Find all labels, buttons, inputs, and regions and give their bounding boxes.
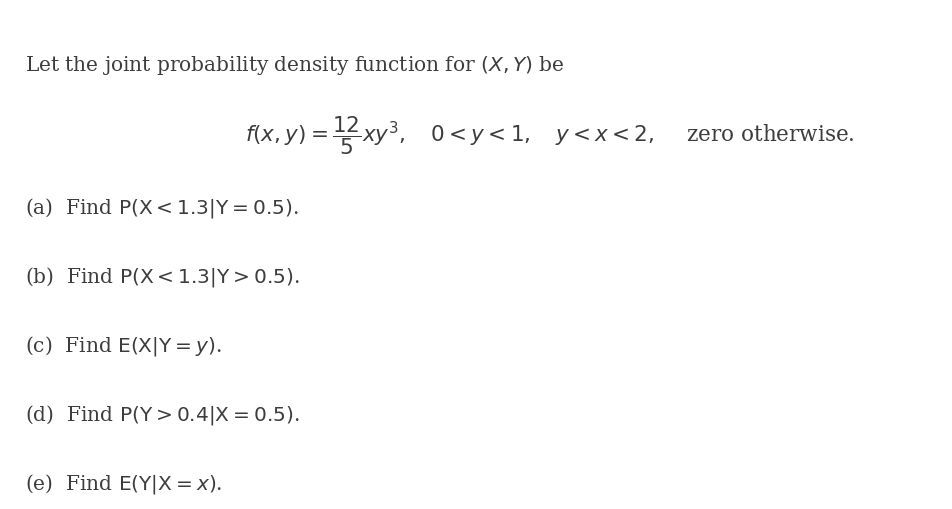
Text: Let the joint probability density function for $(X, Y)$ be: Let the joint probability density functi… [25,53,564,76]
Text: (b)  Find $\mathrm{P}(\mathrm{X} < 1.3|\mathrm{Y} > 0.5)$.: (b) Find $\mathrm{P}(\mathrm{X} < 1.3|\m… [25,265,299,289]
Text: (e)  Find $\mathrm{E}(\mathrm{Y}|\mathrm{X} = x)$.: (e) Find $\mathrm{E}(\mathrm{Y}|\mathrm{… [25,471,222,495]
Text: (d)  Find $\mathrm{P}(\mathrm{Y} > 0.4|\mathrm{X} = 0.5)$.: (d) Find $\mathrm{P}(\mathrm{Y} > 0.4|\m… [25,402,299,426]
Text: (c)  Find $\mathrm{E}(\mathrm{X}|\mathrm{Y} = y)$.: (c) Find $\mathrm{E}(\mathrm{X}|\mathrm{… [25,333,221,357]
Text: $f(x, y) = \dfrac{12}{5}xy^3, \quad 0 < y < 1, \quad y < x < 2, \quad$ zero othe: $f(x, y) = \dfrac{12}{5}xy^3, \quad 0 < … [245,115,854,157]
Text: (a)  Find $\mathrm{P}(\mathrm{X} < 1.3|\mathrm{Y} = 0.5)$.: (a) Find $\mathrm{P}(\mathrm{X} < 1.3|\m… [25,196,298,220]
